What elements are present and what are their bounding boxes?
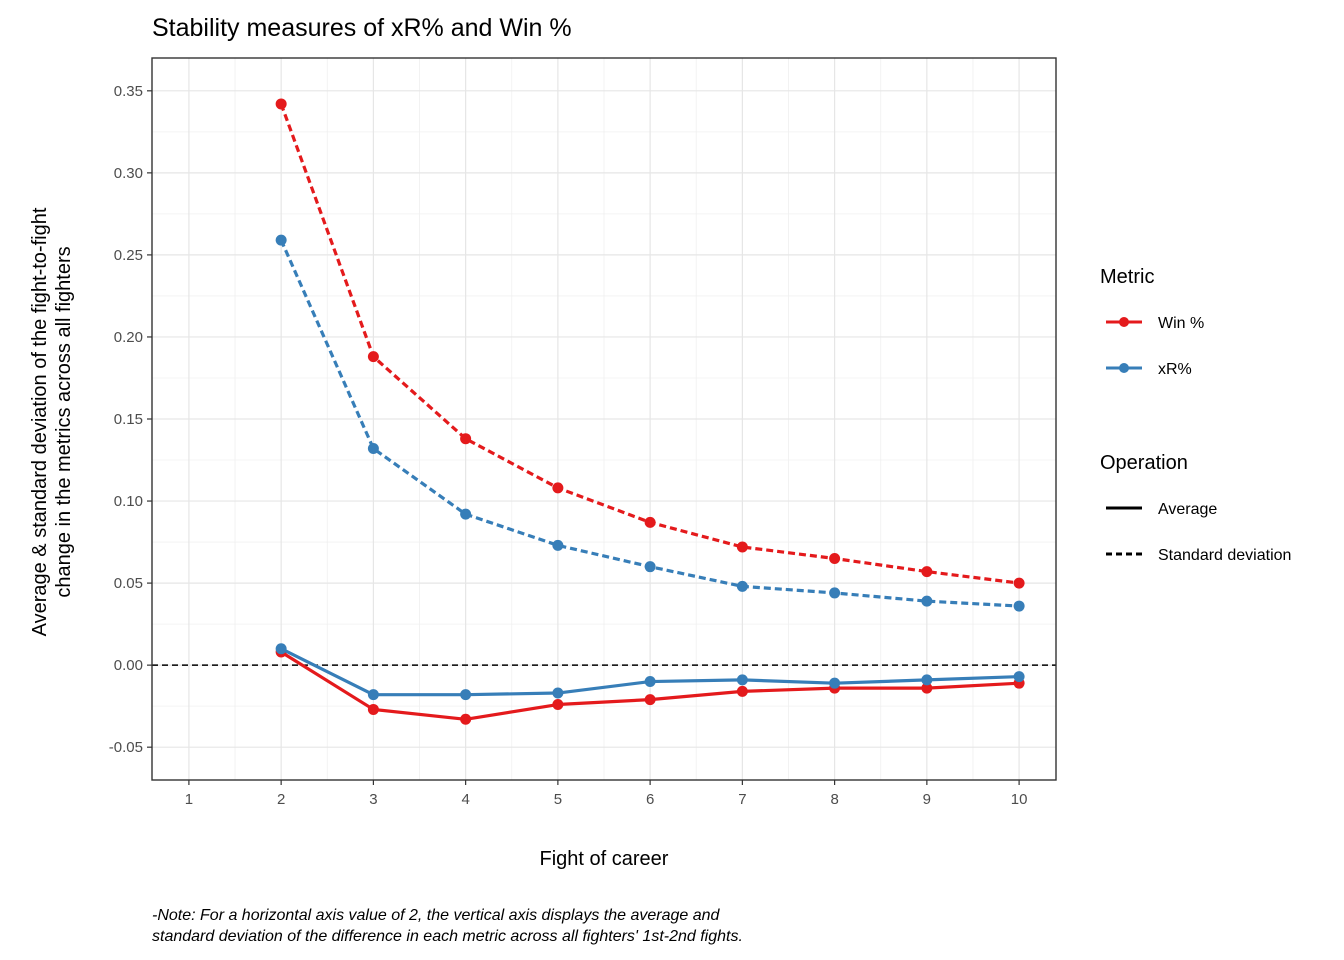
x-axis: 1 2 3 4 5 6 7 8 9 10 xyxy=(185,780,1028,808)
x-tick-label: 5 xyxy=(554,791,562,808)
data-point-xr-average xyxy=(367,689,379,701)
data-point-xr-average xyxy=(736,674,748,686)
data-point-win-average xyxy=(644,694,656,706)
data-point-win-std xyxy=(552,482,564,494)
legend-label-std: Standard deviation xyxy=(1158,547,1291,564)
series-xr-std xyxy=(275,234,1025,612)
legend-item-std: Standard deviation xyxy=(1106,547,1291,564)
data-point-win-average xyxy=(367,703,379,715)
y-tick-label: 0.30 xyxy=(114,165,143,182)
data-point-xr-std xyxy=(460,508,472,520)
data-point-xr-average xyxy=(1013,671,1025,683)
data-point-xr-average xyxy=(829,677,841,689)
data-point-win-std xyxy=(1013,577,1025,589)
y-tick-label: -0.05 xyxy=(109,739,143,756)
x-tick-label: 2 xyxy=(277,791,285,808)
data-point-xr-average xyxy=(644,676,656,688)
data-point-xr-average xyxy=(460,689,472,701)
x-tick-label: 3 xyxy=(369,791,377,808)
y-axis-title-line-2: change in the metrics across all fighter… xyxy=(53,246,75,597)
data-point-xr-std xyxy=(921,595,933,607)
y-tick-label: 0.35 xyxy=(114,83,143,100)
data-point-win-average xyxy=(736,685,748,697)
chart-title: Stability measures of xR% and Win % xyxy=(152,14,572,42)
grid-lines xyxy=(152,58,1056,780)
x-tick-label: 4 xyxy=(461,791,469,808)
y-tick-label: 0.25 xyxy=(114,247,143,264)
y-tick-label: 0.05 xyxy=(114,575,143,592)
legend: Metric Win % xR% Operation Average Stand… xyxy=(1100,266,1291,564)
data-point-xr-average xyxy=(552,687,564,699)
y-axis-title-line-1: Average & standard deviation of the figh… xyxy=(29,207,51,636)
data-point-xr-std xyxy=(275,234,287,246)
y-tick-label: 0.15 xyxy=(114,411,143,428)
legend-label-average: Average xyxy=(1158,501,1217,518)
legend-item-average: Average xyxy=(1106,501,1217,518)
data-point-win-std xyxy=(275,98,287,110)
data-point-win-std xyxy=(921,566,933,578)
y-axis: -0.05 0.00 0.05 0.10 0.15 0.20 0.25 0.30 0.35 xyxy=(109,83,152,756)
data-point-xr-average xyxy=(921,674,933,686)
data-point-xr-average xyxy=(275,643,287,655)
series-group xyxy=(275,98,1025,725)
series-win-std xyxy=(275,98,1025,589)
legend-metric-title: Metric xyxy=(1100,266,1154,288)
x-tick-label: 9 xyxy=(923,791,931,808)
x-tick-label: 8 xyxy=(830,791,838,808)
data-point-win-std xyxy=(736,541,748,553)
legend-label-win: Win % xyxy=(1158,315,1204,332)
x-tick-label: 7 xyxy=(738,791,746,808)
data-point-xr-std xyxy=(829,587,841,599)
data-point-win-average xyxy=(460,713,472,725)
data-point-xr-std xyxy=(644,561,656,573)
series-xr-average xyxy=(275,643,1025,701)
y-tick-label: 0.00 xyxy=(114,657,143,674)
x-tick-label: 6 xyxy=(646,791,654,808)
data-point-win-std xyxy=(367,351,379,363)
legend-label-xr: xR% xyxy=(1158,361,1192,378)
data-point-win-std xyxy=(644,516,656,528)
y-tick-label: 0.20 xyxy=(114,329,143,346)
y-tick-label: 0.10 xyxy=(114,493,143,510)
x-tick-label: 1 xyxy=(185,791,193,808)
legend-operation-title: Operation xyxy=(1100,452,1188,474)
data-point-win-std xyxy=(460,433,472,445)
legend-item-win: Win % xyxy=(1106,315,1204,332)
x-tick-label: 10 xyxy=(1011,791,1028,808)
data-point-win-average xyxy=(552,699,564,711)
legend-item-xr: xR% xyxy=(1106,361,1192,378)
x-axis-title: Fight of career xyxy=(540,848,669,870)
data-point-xr-std xyxy=(736,580,748,592)
data-point-xr-std xyxy=(552,539,564,551)
note-line-1: -Note: For a horizontal axis value of 2,… xyxy=(152,907,721,924)
note-line-2: standard deviation of the difference in … xyxy=(152,928,743,945)
data-point-win-std xyxy=(829,552,841,564)
data-point-xr-std xyxy=(367,443,379,455)
data-point-xr-std xyxy=(1013,600,1025,612)
data-point-win-average xyxy=(921,682,933,694)
